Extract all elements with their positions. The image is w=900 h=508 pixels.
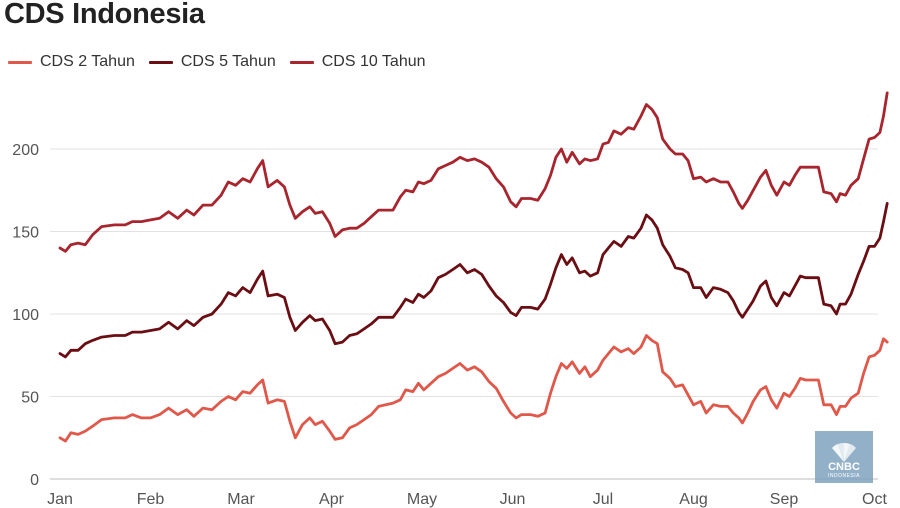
legend-label-cds-5-tahun: CDS 5 Tahun <box>180 53 276 70</box>
x-tick-label-feb: Feb <box>137 491 165 508</box>
series-line-cds-10-tahun <box>58 91 889 253</box>
chart-legend: CDS 2 Tahun CDS 5 Tahun CDS 10 Tahun <box>8 52 440 72</box>
cnbc-logo-watermark: CNBC INDONESIA <box>815 431 873 483</box>
x-tick-label-jul: Jul <box>593 491 613 508</box>
series-line-cds-2-tahun <box>58 334 889 443</box>
legend-swatch-cds-5-tahun <box>148 60 173 64</box>
legend-item-cds-2-tahun[interactable]: CDS 2 Tahun <box>8 53 135 71</box>
peacock-icon <box>832 442 856 462</box>
x-tick-label-oct: Oct <box>862 491 887 508</box>
watermark-subtext: INDONESIA <box>827 473 860 479</box>
x-tick-label-apr: Apr <box>319 491 345 508</box>
y-tick-label-0: 0 <box>30 472 39 489</box>
x-tick-label-sep: Sep <box>770 491 799 508</box>
series-line-cds-5-tahun <box>58 201 889 359</box>
legend-item-cds-5-tahun[interactable]: CDS 5 Tahun <box>148 53 276 71</box>
y-tick-label-150: 150 <box>12 225 39 242</box>
x-tick-label-aug: Aug <box>679 491 707 508</box>
chart-title: CDS Indonesia <box>4 0 205 30</box>
legend-swatch-cds-2-tahun <box>8 60 32 64</box>
x-tick-label-jan: Jan <box>47 491 73 508</box>
legend-label-cds-2-tahun: CDS 2 Tahun <box>40 53 135 70</box>
watermark-text: CNBC <box>828 461 860 473</box>
legend-item-cds-10-tahun[interactable]: CDS 10 Tahun <box>289 53 426 71</box>
legend-swatch-cds-10-tahun <box>289 60 314 64</box>
legend-label-cds-10-tahun: CDS 10 Tahun <box>321 53 426 70</box>
x-tick-label-jun: Jun <box>500 491 526 508</box>
y-tick-label-50: 50 <box>21 390 39 407</box>
x-tick-label-mar: Mar <box>227 491 255 508</box>
y-tick-label-100: 100 <box>12 307 39 324</box>
x-tick-label-may: May <box>407 491 437 508</box>
y-tick-label-200: 200 <box>12 142 39 159</box>
